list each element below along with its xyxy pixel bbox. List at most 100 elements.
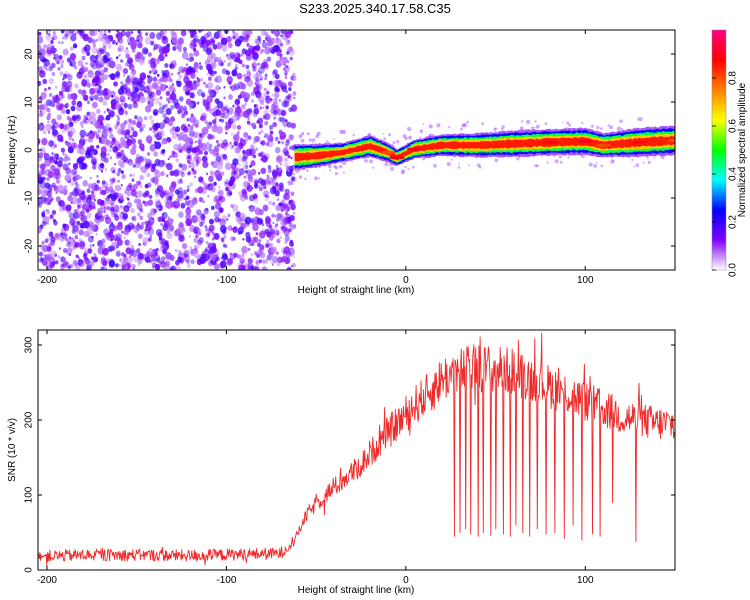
noise-speckle xyxy=(39,180,47,189)
noise-speckle xyxy=(213,31,220,40)
noise-speckle xyxy=(167,219,170,222)
noise-speckle xyxy=(216,161,224,170)
noise-speckle xyxy=(46,49,52,57)
noise-speckle xyxy=(108,223,116,232)
noise-speckle xyxy=(42,78,47,85)
noise-speckle xyxy=(169,201,176,208)
noise-speckle xyxy=(145,223,152,231)
noise-speckle xyxy=(407,168,410,171)
noise-speckle xyxy=(258,230,266,239)
noise-speckle xyxy=(61,108,66,114)
noise-speckle xyxy=(252,66,257,72)
noise-speckle xyxy=(621,127,624,130)
noise-speckle xyxy=(284,143,289,148)
noise-speckle xyxy=(100,154,107,162)
noise-speckle xyxy=(261,155,268,163)
noise-speckle xyxy=(261,41,268,49)
noise-speckle xyxy=(204,84,209,89)
noise-speckle xyxy=(85,138,88,142)
noise-speckle xyxy=(115,251,121,257)
noise-speckle xyxy=(117,223,123,231)
noise-speckle xyxy=(219,118,222,122)
noise-speckle xyxy=(207,195,210,198)
noise-speckle xyxy=(63,156,68,163)
noise-speckle xyxy=(383,137,387,141)
noise-speckle xyxy=(72,224,79,233)
noise-speckle xyxy=(253,178,259,185)
noise-speckle xyxy=(246,120,251,125)
noise-speckle xyxy=(248,205,255,212)
noise-speckle xyxy=(254,38,259,45)
noise-speckle xyxy=(181,108,188,116)
noise-speckle xyxy=(125,158,130,164)
noise-speckle xyxy=(124,191,128,195)
noise-speckle xyxy=(174,248,178,253)
noise-speckle xyxy=(67,103,70,107)
noise-speckle xyxy=(274,45,280,52)
noise-speckle xyxy=(69,59,77,68)
noise-speckle xyxy=(125,77,132,86)
noise-speckle xyxy=(203,81,206,85)
noise-speckle xyxy=(234,83,240,91)
noise-speckle xyxy=(45,99,52,107)
noise-speckle xyxy=(177,256,183,263)
noise-speckle xyxy=(610,159,615,164)
noise-speckle xyxy=(98,85,102,90)
noise-speckle xyxy=(257,93,262,99)
noise-speckle xyxy=(87,70,94,78)
noise-speckle xyxy=(155,229,162,236)
noise-speckle xyxy=(60,256,66,263)
noise-speckle xyxy=(558,155,562,159)
noise-speckle xyxy=(286,51,290,55)
noise-speckle xyxy=(286,121,292,128)
noise-speckle xyxy=(222,253,228,261)
noise-speckle xyxy=(238,94,242,99)
noise-speckle xyxy=(234,98,241,106)
noise-speckle xyxy=(121,174,126,180)
noise-speckle xyxy=(120,183,123,187)
noise-speckle xyxy=(63,33,69,40)
noise-speckle xyxy=(279,236,282,239)
noise-speckle xyxy=(264,228,270,235)
noise-speckle xyxy=(131,224,135,229)
noise-speckle xyxy=(214,169,222,178)
noise-speckle xyxy=(257,117,264,125)
noise-speckle xyxy=(140,127,144,132)
noise-speckle xyxy=(264,197,268,201)
noise-speckle xyxy=(285,119,288,123)
noise-speckle xyxy=(205,207,209,212)
noise-speckle xyxy=(206,125,210,130)
noise-speckle xyxy=(278,172,282,177)
noise-speckle xyxy=(265,97,271,104)
noise-speckle xyxy=(197,239,203,246)
noise-speckle xyxy=(54,253,58,257)
noise-speckle xyxy=(233,227,236,230)
noise-speckle xyxy=(566,121,570,125)
noise-speckle xyxy=(247,247,251,251)
noise-speckle xyxy=(196,39,201,44)
noise-speckle xyxy=(51,50,55,54)
noise-speckle xyxy=(68,162,71,166)
noise-speckle xyxy=(51,37,55,41)
noise-speckle xyxy=(255,77,260,82)
noise-speckle xyxy=(38,31,42,36)
noise-speckle xyxy=(137,212,141,217)
noise-speckle xyxy=(190,259,195,265)
noise-speckle xyxy=(54,232,60,239)
noise-speckle xyxy=(215,75,223,84)
noise-speckle xyxy=(159,30,165,37)
noise-speckle xyxy=(172,98,179,106)
noise-speckle xyxy=(93,253,97,257)
noise-speckle xyxy=(183,189,187,195)
noise-speckle xyxy=(154,158,161,167)
noise-speckle xyxy=(239,223,244,228)
noise-speckle xyxy=(193,43,198,48)
noise-speckle xyxy=(254,266,259,270)
noise-speckle xyxy=(276,109,283,116)
noise-speckle xyxy=(189,42,195,49)
noise-speckle xyxy=(221,107,225,112)
noise-speckle xyxy=(42,245,48,251)
noise-speckle xyxy=(325,140,328,142)
noise-speckle xyxy=(248,261,253,267)
noise-speckle xyxy=(199,136,204,141)
